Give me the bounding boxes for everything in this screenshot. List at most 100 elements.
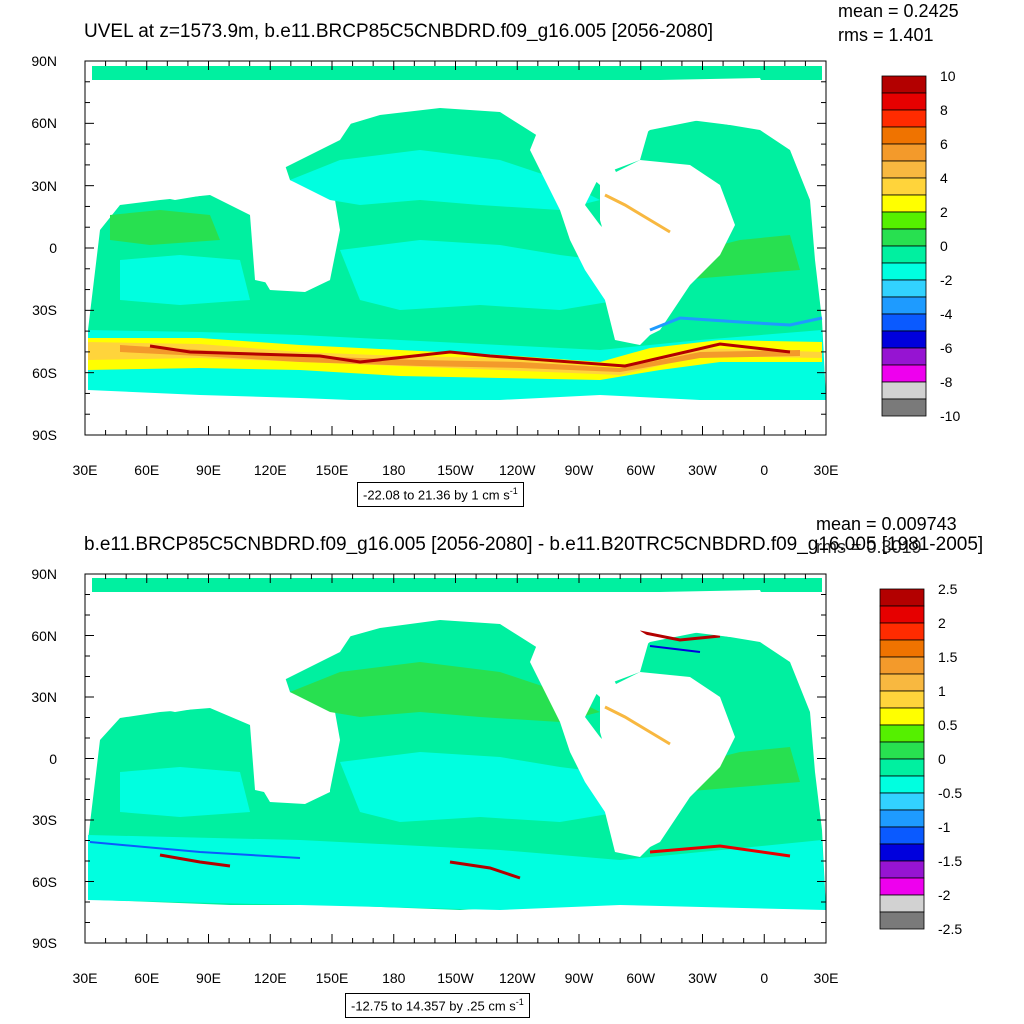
panel1-rms: rms = 1.401: [838, 25, 934, 45]
colorbar-label: 4: [940, 170, 948, 186]
panel1-mean: mean = 0.2425: [838, 1, 959, 21]
colorbar-swatch: [879, 843, 925, 862]
colorbar-label: 2: [938, 615, 946, 631]
colorbar-swatch: [879, 707, 925, 726]
lon-label: 30W: [688, 970, 717, 986]
colorbar-swatch: [881, 313, 927, 332]
lon-label: 60E: [134, 462, 160, 478]
lon-label: 150W: [437, 970, 474, 986]
lat-label: 60N: [31, 627, 57, 644]
colorbar-swatch: [879, 826, 925, 845]
panel1-title: UVEL at z=1573.9m, b.e11.BRCP85C5CNBDRD.…: [84, 21, 713, 42]
land-eurasia: [85, 80, 360, 205]
lon-label: 120E: [253, 970, 287, 986]
panel1-range-exp: -1: [509, 486, 518, 496]
colorbar-swatch: [881, 194, 927, 213]
colorbar-label: 2.5: [938, 581, 958, 597]
colorbar-label: 1.5: [938, 649, 958, 665]
colorbar-swatch: [879, 792, 925, 811]
colorbar-label: 1: [938, 683, 946, 699]
lon-label: 30E: [72, 462, 98, 478]
colorbar-swatch: [881, 211, 927, 230]
land-australia: [255, 225, 330, 292]
lat-label: 30N: [31, 689, 57, 705]
lon-label: 60E: [134, 970, 160, 986]
panel2-mean: mean = 0.009743: [816, 514, 957, 534]
colorbar-label: 6: [940, 136, 948, 152]
panel2-title: b.e11.BRCP85C5CNBDRD.f09_g16.005 [2056-2…: [84, 535, 984, 554]
lat-label: 30N: [31, 177, 57, 194]
lat-label: 30S: [32, 302, 57, 319]
colorbar-swatch: [881, 109, 927, 128]
panel1-range-box: -22.08 to 21.36 by 1 cm s-1: [357, 482, 524, 507]
arctic-ocean-2: [92, 578, 822, 592]
colorbar-label: -6: [940, 340, 953, 356]
colorbar-label: -8: [940, 374, 953, 390]
colorbar-swatch: [879, 673, 925, 692]
lon-label: 90E: [196, 462, 221, 478]
panel1-colorbar: [881, 75, 927, 417]
colorbar-swatch: [879, 894, 925, 913]
colorbar-swatch: [879, 758, 925, 777]
lon-label: 120E: [253, 462, 287, 478]
lat-label: 90N: [31, 566, 57, 582]
panel1-map: [85, 61, 826, 435]
lon-label: 120W: [498, 462, 536, 478]
lat-label: 60S: [32, 364, 57, 381]
colorbar-swatch: [879, 605, 925, 624]
panel2-range-text: -12.75 to 14.357 by .25 cm s: [351, 998, 516, 1014]
colorbar-swatch: [879, 741, 925, 760]
colorbar-label: 8: [940, 102, 948, 118]
lon-label: 120W: [498, 970, 536, 986]
colorbar-swatch: [879, 809, 925, 828]
colorbar-swatch: [881, 279, 927, 298]
lat-label: 0: [49, 750, 57, 767]
colorbar-swatch: [881, 245, 927, 264]
colorbar-label: -2.5: [938, 921, 963, 937]
colorbar-label: -10: [940, 408, 961, 424]
colorbar-swatch: [879, 622, 925, 641]
land-australia-2: [255, 737, 330, 804]
lat-label: 90S: [32, 427, 57, 443]
lat-label: 60S: [32, 873, 57, 890]
colorbar-swatch: [881, 75, 927, 94]
colorbar-label: -1.5: [938, 853, 963, 869]
lon-label: 0: [760, 970, 769, 986]
colorbar-swatch: [879, 911, 925, 930]
lon-label: 90E: [196, 970, 221, 986]
colorbar-swatch: [881, 177, 927, 196]
land-eurasia-2: [85, 592, 360, 717]
colorbar-label: 10: [940, 68, 956, 84]
colorbar-swatch: [879, 639, 925, 658]
lat-label: 0: [49, 240, 57, 256]
lon-label: 60W: [626, 462, 656, 478]
lat-label: 60N: [31, 115, 57, 132]
colorbar-label: -4: [940, 306, 953, 322]
panel2-range-exp: -1: [515, 997, 524, 1007]
colorbar-swatch: [879, 860, 925, 879]
land-greenland: [660, 78, 770, 125]
colorbar-swatch: [881, 330, 927, 349]
panel2-map: [85, 574, 826, 943]
panel2-colorbar: [879, 588, 925, 930]
lon-label: 180: [382, 970, 406, 986]
colorbar-label: -2: [938, 887, 951, 903]
lat-label: 30S: [32, 812, 57, 828]
colorbar-swatch: [881, 296, 927, 315]
colorbar-label: -0.5: [938, 785, 963, 801]
southern-band-2: [88, 835, 826, 910]
land-americas: [530, 100, 655, 345]
colorbar-swatch: [881, 347, 927, 366]
lat-label: 90S: [32, 935, 57, 951]
colorbar-swatch: [879, 877, 925, 896]
lon-label: 150E: [315, 970, 349, 986]
colorbar-label: 0: [940, 238, 948, 254]
arctic-ocean: [92, 66, 822, 80]
colorbar-swatch: [881, 160, 927, 179]
colorbar-swatch: [879, 690, 925, 709]
colorbar-swatch: [881, 398, 927, 417]
colorbar-label: 0.5: [938, 717, 958, 733]
lon-label: 30W: [688, 462, 717, 478]
colorbar-swatch: [879, 724, 925, 743]
